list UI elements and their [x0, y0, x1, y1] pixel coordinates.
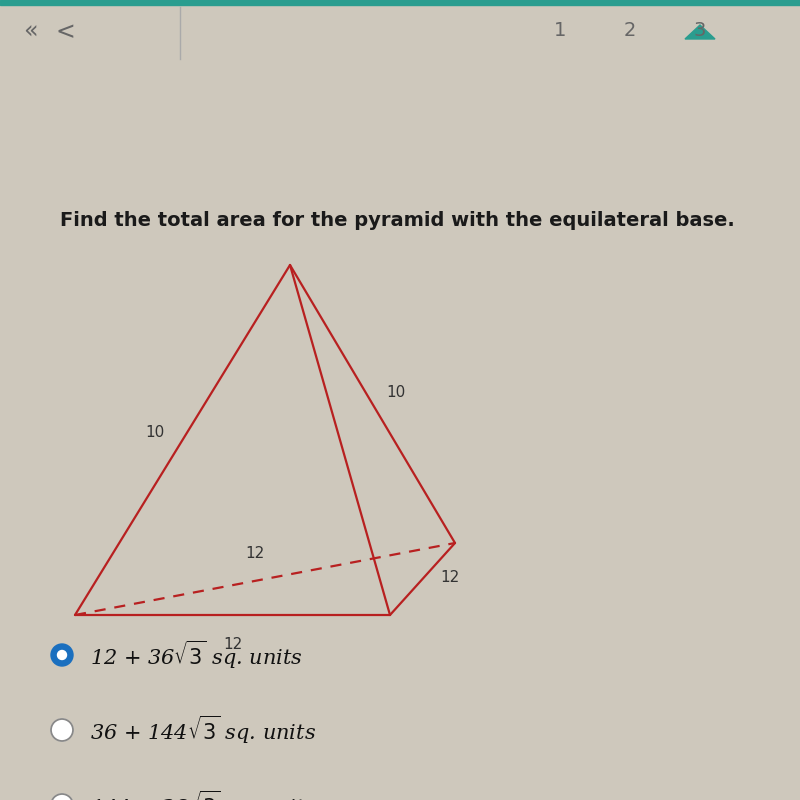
Text: 36 + 144$\sqrt{3}$ sq. units: 36 + 144$\sqrt{3}$ sq. units: [90, 714, 316, 746]
Text: 10: 10: [146, 425, 165, 439]
Text: 1: 1: [554, 21, 566, 39]
Text: 144 + 36$\sqrt{3}$ sq. units: 144 + 36$\sqrt{3}$ sq. units: [90, 789, 316, 800]
Text: 2: 2: [624, 21, 636, 39]
Circle shape: [51, 644, 73, 666]
Circle shape: [51, 794, 73, 800]
Circle shape: [51, 719, 73, 741]
Polygon shape: [685, 25, 715, 39]
Text: 10: 10: [386, 385, 406, 399]
Text: «: «: [22, 20, 38, 44]
Text: 12 + 36$\sqrt{3}$ sq. units: 12 + 36$\sqrt{3}$ sq. units: [90, 639, 302, 671]
Text: 3: 3: [694, 21, 706, 39]
Circle shape: [58, 650, 66, 659]
Text: 12: 12: [441, 570, 460, 585]
Text: <: <: [55, 20, 75, 44]
Text: 12: 12: [223, 637, 242, 652]
Text: Find the total area for the pyramid with the equilateral base.: Find the total area for the pyramid with…: [60, 210, 734, 230]
Bar: [0, 0, 800, 5]
Text: 12: 12: [246, 546, 265, 561]
